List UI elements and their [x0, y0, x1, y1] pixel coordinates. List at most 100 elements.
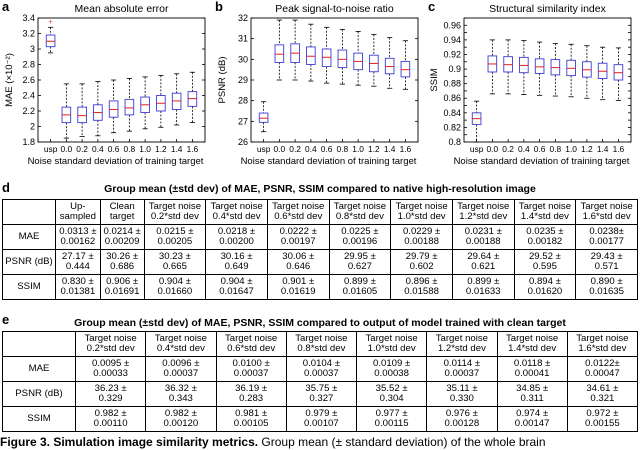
x-tick-label: 0.0 — [487, 144, 499, 154]
table-row-label: PSNR (dB) — [2, 249, 56, 275]
y-tick-label: 0.84 — [443, 108, 461, 118]
table-cell: 0.0122± 0.00047 — [566, 356, 639, 382]
table-cell: 0.899 ±0.01633 — [451, 274, 515, 300]
table-cell: 30.16 ±0.649 — [205, 249, 268, 275]
table-cell: 0.0238± 0.00177 — [575, 224, 638, 250]
table-corner-cell — [2, 331, 76, 357]
table-cell: 0.0096 ±0.00037 — [145, 356, 217, 382]
x-tick-label: 1.4 — [171, 144, 183, 154]
table-d-title: Group mean (±std dev) of MAE, PSNR, SSIM… — [104, 183, 536, 195]
table-header-cell: Target noise 0.6*std dev — [266, 199, 330, 225]
table-row-label: MAE — [2, 224, 56, 250]
y-tick-label: 0.82 — [443, 122, 461, 132]
ssim-boxplot: Structural similarity index 0.8 0.82 0.84 0.… — [429, 3, 632, 167]
table-d-block: d Group mean (±std dev) of MAE, PSNR, SS… — [0, 176, 640, 306]
table-cell: 0.0225 ±0.00196 — [328, 224, 392, 250]
table-cell: 0.976 ±0.00128 — [426, 406, 498, 432]
panel-a: a Mean absolute error 1.8 2 2.2 2.4 2.6 2.8 3 3.… — [0, 0, 213, 177]
table-e-block: e Group mean (±std dev) of MAE, PSNR, SS… — [0, 307, 640, 435]
y-tick-label: 0.86 — [443, 93, 461, 103]
table-cell: 29.43 ±0.571 — [575, 249, 638, 275]
y-tick-label: 31 — [238, 34, 248, 44]
panel-letter-b: b — [215, 0, 223, 14]
x-tick-label: 1.0 — [139, 144, 151, 154]
x-tick-label: 0.8 — [124, 144, 136, 154]
mae-boxplot: Mean absolute error 1.8 2 2.2 2.4 2.6 2.8 3 3.2 3… — [4, 3, 206, 167]
table-header-cell: Target noise 0.8*std dev — [285, 331, 358, 357]
box — [77, 106, 87, 124]
table-row: SSIM 0.982 ±0.00110 0.982 ±0.00120 0.981 ±0… — [2, 406, 639, 432]
plot-title: Structural similarity index — [489, 3, 606, 15]
y-tick-label: 3.4 — [22, 13, 35, 23]
table-header-cell: Target noise 1.0*std dev — [390, 199, 453, 225]
plot-frame — [37, 17, 206, 143]
table-cell: 0.0222 ±0.00197 — [266, 224, 330, 250]
table-cell: 0.830 ±0.01381 — [55, 274, 101, 300]
x-tick-label: 1.6 — [400, 144, 412, 154]
panel-letter-e: e — [2, 312, 10, 327]
table-cell: 0.904 ±0.01660 — [143, 274, 207, 300]
table-cell: 0.0231 ±0.00188 — [451, 224, 515, 250]
x-tick-label: 1.6 — [613, 144, 625, 154]
table-cell: 0.0109 ±0.00038 — [355, 356, 428, 382]
table-cell: 35.52 ±0.304 — [355, 381, 428, 407]
y-tick-label: 0.92 — [443, 49, 461, 59]
box — [306, 46, 316, 65]
table-cell: 30.26 ±0.686 — [99, 249, 145, 275]
table-header-cell: Target noise 0.8*std dev — [328, 199, 392, 225]
panel-letter-c: c — [428, 0, 436, 14]
y-tick-label: 2 — [30, 122, 35, 132]
box — [400, 60, 411, 78]
table-header-cell: Target noise 0.2*std dev — [143, 199, 207, 225]
table-row: MAE 0.0313 ±0.00162 0.0214 ±0.00209 0.0215 … — [2, 224, 638, 250]
caption-bold: Figure 3. Simulation image similarity me… — [0, 435, 259, 449]
table-corner-cell — [2, 199, 56, 225]
table-cell: 30.06 ±0.646 — [266, 249, 330, 275]
table-header-cell: Target noise 0.2*std dev — [74, 331, 147, 357]
table-row-label: SSIM — [2, 274, 56, 300]
y-tick-label: 0.96 — [443, 20, 461, 30]
table-cell: 36.32 ±0.343 — [145, 381, 217, 407]
table-cell: 0.981 ±0.00105 — [215, 406, 287, 432]
table-header-row: Up-sampled Clean target Target noise 0.2*s… — [2, 199, 638, 225]
table-cell: 36.23 ±0.329 — [74, 381, 147, 407]
table-cell: 0.0114 ±0.00037 — [426, 356, 498, 382]
plot-title: Peak signal-to-noise ratio — [275, 3, 394, 15]
table-cell: 0.0095 ±0.00033 — [74, 356, 147, 382]
y-tick-label: 2.4 — [22, 91, 35, 101]
x-tick-label: usp — [257, 144, 271, 154]
y-tick-label: 2.2 — [22, 106, 35, 116]
table-header-row: Target noise 0.2*std dev Target noise 0.4… — [2, 331, 639, 357]
table-cell: 0.890 ±0.01635 — [575, 274, 638, 300]
plot-frame — [250, 17, 419, 143]
y-axis-label: MAE (×10⁻²) — [4, 53, 15, 107]
table-header-cell: Target noise 0.6*std dev — [215, 331, 287, 357]
box — [337, 49, 348, 69]
x-tick-label: 0.4 — [92, 144, 104, 154]
x-tick-label: 1.0 — [352, 144, 364, 154]
panel-letter-d: d — [2, 180, 10, 195]
x-tick-label: 1.4 — [384, 144, 396, 154]
table-cell: 0.0218 ±0.00200 — [205, 224, 268, 250]
x-tick-label: 0.8 — [550, 144, 562, 154]
panel-letter-a: a — [2, 0, 10, 14]
box — [274, 44, 285, 63]
y-tick-label: 29 — [238, 75, 248, 85]
x-axis-label: Noise standard deviation of training tar… — [28, 156, 204, 167]
x-tick-label: 0.6 — [534, 144, 546, 154]
y-tick-label: 1.8 — [22, 137, 35, 147]
table-row: SSIM 0.830 ±0.01381 0.906 ±0.01691 0.904 ±0… — [2, 274, 638, 300]
x-tick-label: 1.2 — [368, 144, 380, 154]
x-tick-label: 0.6 — [108, 144, 120, 154]
y-tick-label: 0.9 — [448, 64, 461, 74]
table-cell: 0.896 ±0.01588 — [390, 274, 453, 300]
x-tick-label: usp — [44, 144, 58, 154]
table-cell: 34.85 ±0.311 — [496, 381, 568, 407]
table-header-cell: Target noise 0.4*std dev — [205, 199, 268, 225]
table-e-title: Group mean (±std dev) of MAE, PSNR, SSIM… — [74, 317, 566, 329]
x-tick-label: 0.2 — [502, 144, 514, 154]
table-cell: 0.0118 ±0.00041 — [496, 356, 568, 382]
y-axis-label: PSNR (dB) — [217, 57, 228, 104]
box — [534, 58, 545, 74]
x-tick-label: 0.2 — [76, 144, 88, 154]
